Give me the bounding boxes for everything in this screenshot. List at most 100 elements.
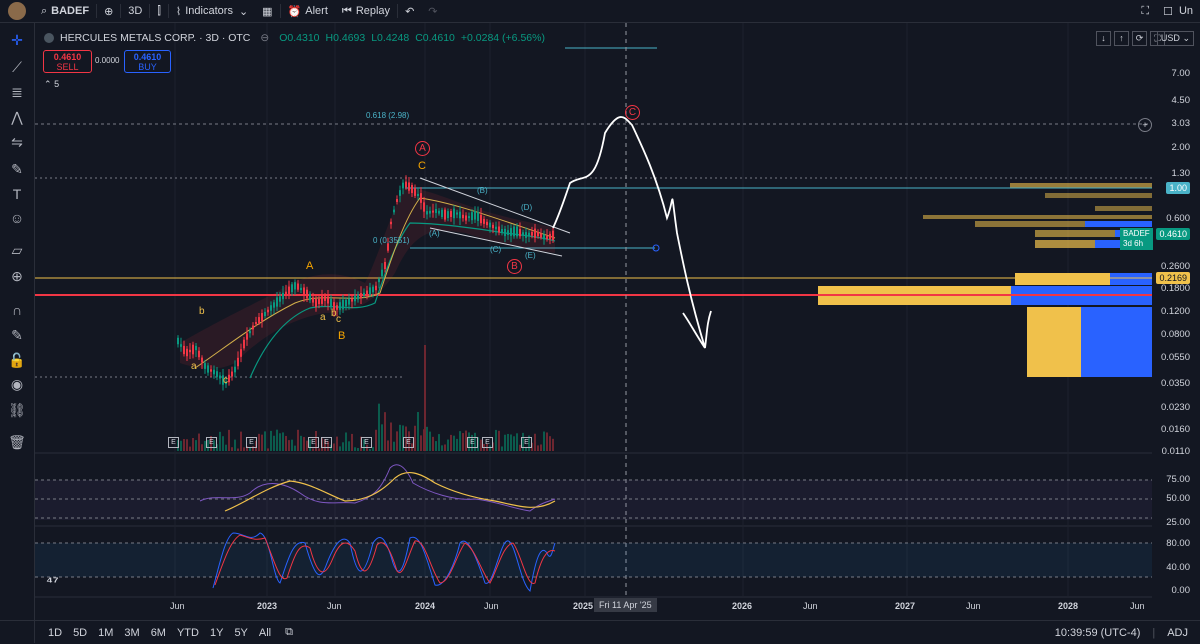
earnings-marker[interactable]: E: [308, 437, 319, 448]
replay-label: Replay: [355, 5, 391, 17]
fib0-label: 0 (0.3551): [373, 236, 410, 245]
settings-dot-icon[interactable]: ⊖: [260, 32, 270, 44]
spread-value: 0.0000: [95, 56, 120, 65]
candle: [225, 381, 227, 385]
alert-button[interactable]: ⏰ Alert: [281, 0, 335, 22]
earnings-marker[interactable]: E: [521, 437, 532, 448]
buy-price: 0.4610: [133, 52, 162, 62]
candle: [219, 375, 221, 379]
fullscreen-button[interactable]: ⛶: [1134, 0, 1156, 22]
volume-bar: [447, 439, 449, 451]
volume-bar: [192, 437, 194, 451]
chart-type-button[interactable]: ⫿: [150, 0, 168, 22]
symbol-title[interactable]: HERCULES METALS CORP. · 3D · OTC: [60, 32, 251, 44]
price-scale[interactable]: USD ⌄ 7.00 4.50 3.03 2.00 1.30 1.00 0.60…: [1152, 23, 1200, 620]
range-1m[interactable]: 1M: [98, 626, 114, 639]
range-3m[interactable]: 3M: [124, 626, 140, 639]
buy-button[interactable]: 0.4610 BUY: [124, 50, 171, 73]
volume-bar: [477, 437, 479, 451]
volume-bar: [288, 440, 290, 451]
lock-drawing-icon[interactable]: ✎: [11, 327, 23, 343]
compare-button[interactable]: ⊕: [97, 0, 120, 22]
refresh-icon[interactable]: ⟳: [1132, 31, 1147, 46]
ruler-icon[interactable]: ▱: [11, 242, 23, 258]
volume-bar: [399, 424, 401, 451]
eye-icon[interactable]: ◉: [10, 376, 24, 392]
volume-bar: [225, 444, 227, 451]
volume-bar: [213, 440, 215, 451]
candle: [246, 333, 248, 340]
volume-bar: [513, 436, 515, 451]
earnings-marker[interactable]: E: [403, 437, 414, 448]
range-1d[interactable]: 1D: [48, 626, 63, 639]
volume-bar: [528, 435, 530, 451]
crosshair-icon[interactable]: ✛: [11, 32, 23, 48]
text-icon[interactable]: T: [12, 186, 22, 202]
symbol-price-tag: BADEF 3d 6h: [1120, 228, 1153, 250]
trash-icon[interactable]: 🗑: [8, 434, 26, 450]
earnings-marker[interactable]: E: [361, 437, 372, 448]
volume-bar: [252, 446, 254, 451]
earnings-marker[interactable]: E: [482, 437, 493, 448]
range-5y[interactable]: 5Y: [234, 626, 248, 639]
date-range-icon[interactable]: ⧉: [285, 626, 293, 638]
price-chart[interactable]: [35, 23, 1152, 620]
brush-icon[interactable]: ✎: [11, 161, 23, 177]
trend-line-icon[interactable]: ⟋: [12, 59, 22, 75]
low-value: L0.4248: [371, 32, 410, 44]
lock-icon[interactable]: 🔓: [8, 352, 26, 368]
pattern-icon[interactable]: ⋀: [11, 109, 23, 125]
range-1y[interactable]: 1Y: [209, 626, 224, 639]
volume-bar: [471, 434, 473, 451]
volume-bar: [234, 439, 236, 451]
currency-select[interactable]: USD ⌄: [1156, 31, 1194, 46]
volume-bar: [516, 433, 518, 451]
add-alert-plus-icon[interactable]: +: [1138, 118, 1152, 132]
undo-button[interactable]: ↶: [398, 0, 421, 22]
candle: [201, 357, 203, 363]
arrow-down-icon[interactable]: ↓: [1096, 31, 1111, 46]
avatar[interactable]: [8, 2, 26, 20]
redo-button[interactable]: ↷: [421, 0, 444, 22]
volume-bar: [204, 440, 206, 451]
arrow-up-icon[interactable]: ↑: [1114, 31, 1129, 46]
candle: [186, 348, 188, 357]
indicators-toggle[interactable]: ⌃ 5: [44, 79, 59, 90]
price-badge-1: 1.00: [1166, 182, 1190, 194]
candle: [549, 233, 551, 240]
earnings-marker[interactable]: E: [168, 437, 179, 448]
range-5d[interactable]: 5D: [73, 626, 88, 639]
emoji-icon[interactable]: ☺: [9, 210, 25, 226]
divider: [96, 4, 98, 18]
range-all[interactable]: All: [258, 626, 272, 639]
subwave-B-label: B: [338, 330, 346, 342]
fib-icon[interactable]: ≣: [11, 84, 23, 100]
symbol-search-button[interactable]: ⌕ BADEF: [34, 0, 96, 22]
volume-bar: [180, 440, 182, 451]
prediction-icon[interactable]: ⇋: [11, 134, 23, 150]
layout-name-button[interactable]: ☐ Un: [1156, 0, 1200, 22]
link-icon[interactable]: ⛓: [8, 402, 26, 418]
tag-time: 3d 6h: [1123, 239, 1144, 248]
clock-label[interactable]: 10:39:59 (UTC-4): [1054, 626, 1141, 639]
sell-button[interactable]: 0.4610 SELL: [43, 50, 92, 73]
interval-button[interactable]: 3D: [128, 5, 143, 17]
layouts-button[interactable]: ▦: [255, 0, 279, 22]
wave-C-label: C: [625, 105, 640, 120]
range-6m[interactable]: 6M: [150, 626, 166, 639]
earnings-marker[interactable]: E: [246, 437, 257, 448]
tradingview-logo-icon[interactable]: ⁴⁷: [46, 573, 59, 589]
adj-toggle[interactable]: ADJ: [1167, 626, 1188, 639]
zoom-icon[interactable]: ⊕: [11, 268, 23, 284]
time-axis[interactable]: Jun 2023 Jun 2024 Jun 2025 2026 Jun 2027…: [35, 597, 1152, 617]
candle: [333, 302, 335, 310]
indicators-button[interactable]: ⌇ Indicators ⌄: [169, 0, 255, 22]
candle: [426, 211, 428, 215]
range-ytd[interactable]: YTD: [176, 626, 199, 639]
magnet-icon[interactable]: ∩: [11, 302, 23, 318]
earnings-marker[interactable]: E: [321, 437, 332, 448]
volume-bar: [543, 431, 545, 451]
replay-button[interactable]: ⏮ Replay: [335, 0, 397, 22]
earnings-marker[interactable]: E: [467, 437, 478, 448]
earnings-marker[interactable]: E: [206, 437, 217, 448]
